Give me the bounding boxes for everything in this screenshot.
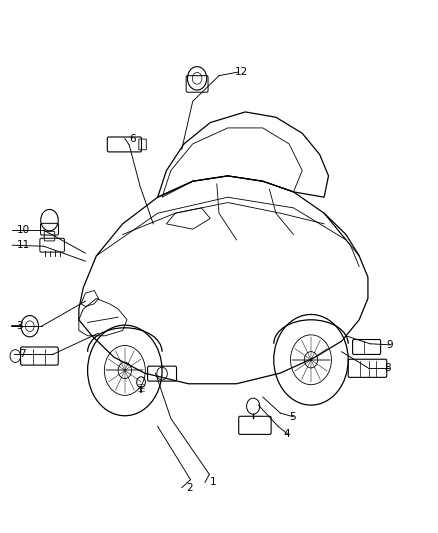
Text: 4: 4 <box>284 430 290 439</box>
Text: 8: 8 <box>385 363 391 373</box>
Text: 3: 3 <box>17 321 23 331</box>
Text: 7: 7 <box>19 350 25 359</box>
Text: 2: 2 <box>186 483 193 492</box>
Text: 6: 6 <box>129 134 136 143</box>
Text: 1: 1 <box>209 478 216 487</box>
Text: 11: 11 <box>17 240 30 250</box>
Text: 12: 12 <box>234 67 247 77</box>
Text: 10: 10 <box>17 225 30 235</box>
Text: 9: 9 <box>386 340 393 350</box>
Text: 5: 5 <box>289 412 296 422</box>
